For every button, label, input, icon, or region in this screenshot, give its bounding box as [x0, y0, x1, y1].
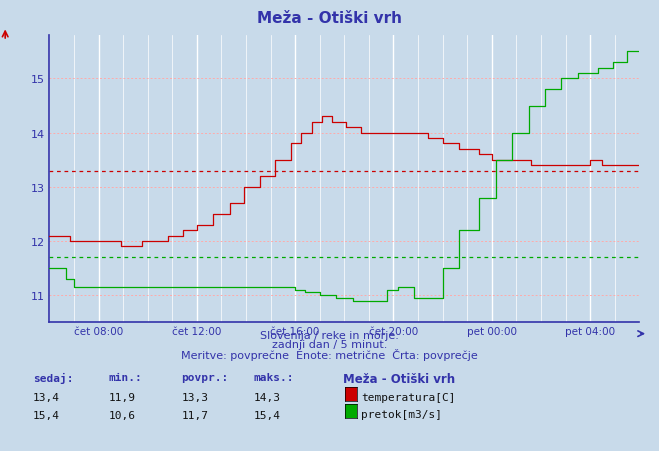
Text: min.:: min.: — [109, 372, 142, 382]
Text: maks.:: maks.: — [254, 372, 294, 382]
Text: 15,4: 15,4 — [33, 410, 60, 420]
Text: 13,3: 13,3 — [181, 392, 208, 402]
Text: povpr.:: povpr.: — [181, 372, 229, 382]
Text: Meritve: povprečne  Enote: metrične  Črta: povprečje: Meritve: povprečne Enote: metrične Črta:… — [181, 348, 478, 360]
Text: zadnji dan / 5 minut.: zadnji dan / 5 minut. — [272, 339, 387, 349]
Text: 10,6: 10,6 — [109, 410, 136, 420]
Text: sedaj:: sedaj: — [33, 372, 73, 383]
Text: Meža - Otiški vrh: Meža - Otiški vrh — [257, 11, 402, 26]
Text: 14,3: 14,3 — [254, 392, 281, 402]
Text: 13,4: 13,4 — [33, 392, 60, 402]
Text: 11,7: 11,7 — [181, 410, 208, 420]
Text: www.si-vreme.com: www.si-vreme.com — [132, 202, 146, 203]
Text: Meža - Otiški vrh: Meža - Otiški vrh — [343, 372, 455, 385]
Text: Slovenija / reke in morje.: Slovenija / reke in morje. — [260, 330, 399, 340]
Text: 15,4: 15,4 — [254, 410, 281, 420]
Text: pretok[m3/s]: pretok[m3/s] — [361, 409, 442, 419]
Text: 11,9: 11,9 — [109, 392, 136, 402]
Text: temperatura[C]: temperatura[C] — [361, 392, 455, 402]
